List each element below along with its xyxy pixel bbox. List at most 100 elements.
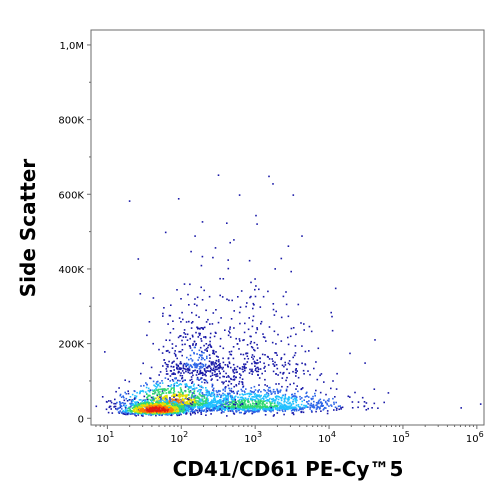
data-point	[150, 400, 153, 403]
data-point	[156, 393, 158, 396]
data-point	[270, 408, 273, 411]
data-point	[190, 376, 193, 378]
data-point	[268, 386, 270, 389]
data-point	[198, 410, 201, 412]
data-point	[197, 405, 199, 408]
data-point	[193, 401, 196, 404]
data-point	[229, 410, 232, 412]
data-point	[273, 401, 276, 404]
data-point	[143, 395, 146, 398]
data-point	[120, 404, 122, 407]
data-point	[243, 390, 245, 392]
data-point	[183, 368, 186, 370]
data-point	[150, 399, 152, 401]
data-point	[142, 390, 145, 393]
data-point	[125, 411, 128, 414]
data-point	[179, 407, 181, 410]
data-point	[257, 370, 260, 373]
data-point	[109, 400, 112, 402]
data-point	[149, 407, 151, 409]
data-point	[319, 398, 322, 401]
data-point	[301, 387, 304, 389]
data-point	[196, 326, 199, 329]
data-point	[229, 405, 231, 408]
data-point	[189, 398, 191, 400]
data-point	[181, 400, 183, 403]
data-point	[326, 402, 328, 405]
data-point	[150, 396, 153, 399]
data-point	[295, 368, 297, 370]
data-point	[254, 278, 256, 280]
data-point	[290, 270, 292, 273]
data-point	[208, 295, 211, 298]
plot-frame	[90, 29, 485, 426]
data-point	[146, 400, 149, 402]
data-point	[134, 413, 136, 415]
data-point	[210, 401, 212, 403]
data-point	[297, 390, 299, 393]
data-point	[140, 410, 142, 412]
y-tick-label: 1,0M	[59, 41, 84, 52]
data-point	[325, 393, 327, 396]
data-point	[275, 404, 278, 407]
data-point	[299, 407, 301, 410]
data-point	[199, 366, 201, 368]
data-point	[241, 378, 244, 380]
data-point	[301, 400, 303, 403]
data-point	[266, 355, 269, 358]
data-point	[222, 366, 224, 369]
data-point	[172, 380, 175, 382]
data-point	[206, 405, 208, 408]
data-point	[283, 413, 285, 416]
data-point	[114, 402, 117, 405]
data-point	[238, 380, 241, 383]
data-point	[144, 405, 146, 407]
data-point	[190, 357, 192, 360]
data-point	[125, 407, 127, 409]
data-point	[182, 406, 185, 409]
data-point	[231, 396, 234, 399]
data-point	[233, 239, 235, 241]
data-point	[131, 393, 134, 396]
data-point	[290, 327, 293, 330]
data-point	[164, 377, 167, 379]
data-point	[283, 365, 285, 368]
data-point	[184, 390, 187, 393]
data-point	[171, 347, 174, 349]
data-point	[124, 402, 127, 405]
data-point	[226, 364, 229, 366]
data-point	[205, 407, 208, 409]
data-point	[183, 398, 186, 401]
data-point	[172, 408, 174, 411]
data-point	[257, 395, 259, 397]
data-point	[213, 398, 215, 400]
data-point	[227, 405, 229, 407]
data-point	[104, 351, 106, 353]
data-point	[145, 408, 147, 411]
data-point	[262, 398, 265, 401]
data-point	[252, 307, 254, 310]
data-point	[185, 321, 188, 323]
data-point	[222, 400, 224, 402]
data-point	[191, 311, 193, 314]
data-point	[136, 407, 138, 410]
data-point	[194, 394, 197, 397]
data-point	[212, 390, 215, 392]
data-point	[249, 393, 252, 396]
data-point	[318, 402, 320, 405]
data-point	[172, 320, 174, 322]
data-point	[153, 389, 156, 392]
data-point	[184, 411, 186, 413]
data-point	[189, 364, 192, 366]
data-point	[267, 364, 270, 366]
data-point	[191, 394, 193, 396]
data-point	[174, 400, 176, 403]
data-point	[129, 399, 131, 401]
data-point	[213, 401, 216, 404]
data-point	[238, 411, 241, 414]
data-point	[292, 395, 295, 398]
data-point	[244, 404, 247, 406]
data-point	[139, 411, 141, 414]
data-point	[185, 405, 188, 408]
